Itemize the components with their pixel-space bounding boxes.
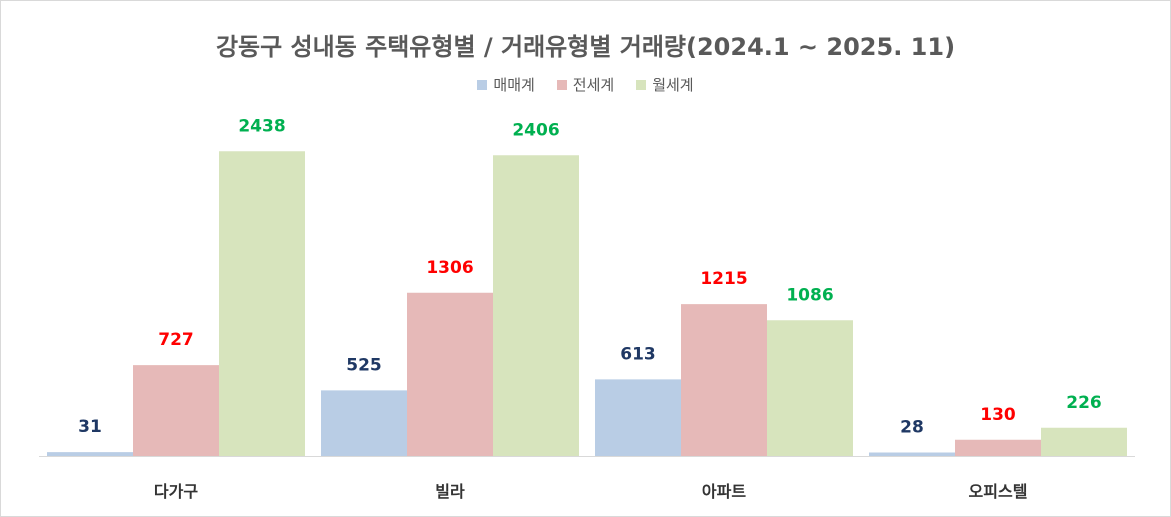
data-label-jeonse-0: 727 — [158, 330, 194, 350]
bar-monthly-1 — [493, 155, 579, 456]
category-label-2: 아파트 — [702, 482, 746, 501]
bar-monthly-2 — [767, 320, 853, 456]
data-label-sale-0: 31 — [78, 417, 102, 437]
legend-label-sale: 매매계 — [493, 76, 535, 94]
legend-item-monthly: 월세계 — [636, 74, 694, 95]
bar-monthly-3 — [1041, 427, 1127, 456]
bar-sale-0 — [47, 452, 133, 456]
chart-title: 강동구 성내동 주택유형별 / 거래유형별 거래량(2024.1 ~ 2025.… — [215, 33, 956, 61]
data-label-monthly-2: 1086 — [786, 285, 833, 305]
legend-label-jeonse: 전세계 — [572, 76, 615, 94]
data-label-monthly-0: 2438 — [238, 116, 285, 136]
bar-jeonse-0 — [133, 365, 219, 456]
data-label-monthly-3: 226 — [1066, 393, 1102, 413]
bar-monthly-0 — [219, 151, 305, 456]
category-label-3: 오피스텔 — [969, 482, 1028, 501]
bar-jeonse-1 — [407, 292, 493, 456]
legend-label-monthly: 월세계 — [652, 76, 694, 94]
data-label-jeonse-3: 130 — [980, 405, 1016, 425]
category-label-0: 다가구 — [154, 482, 198, 501]
legend-item-sale: 매매계 — [477, 74, 535, 95]
bar-sale-1 — [321, 390, 407, 456]
bar-sale-2 — [595, 379, 681, 456]
data-label-jeonse-2: 1215 — [700, 269, 747, 289]
data-label-sale-2: 613 — [620, 344, 656, 364]
legend-swatch-monthly — [636, 79, 647, 90]
data-label-jeonse-1: 1306 — [426, 258, 473, 278]
legend-item-jeonse: 전세계 — [556, 74, 615, 95]
bar-sale-3 — [869, 452, 955, 456]
data-label-monthly-1: 2406 — [512, 120, 559, 140]
data-label-sale-1: 525 — [346, 355, 382, 375]
legend-swatch-sale — [477, 79, 488, 90]
bar-jeonse-3 — [955, 439, 1041, 456]
data-label-sale-3: 28 — [900, 418, 924, 438]
chart-legend: 매매계 전세계 월세계 — [1, 74, 1170, 95]
bar-jeonse-2 — [681, 304, 767, 456]
legend-swatch-jeonse — [556, 79, 567, 90]
category-label-1: 빌라 — [435, 482, 465, 501]
